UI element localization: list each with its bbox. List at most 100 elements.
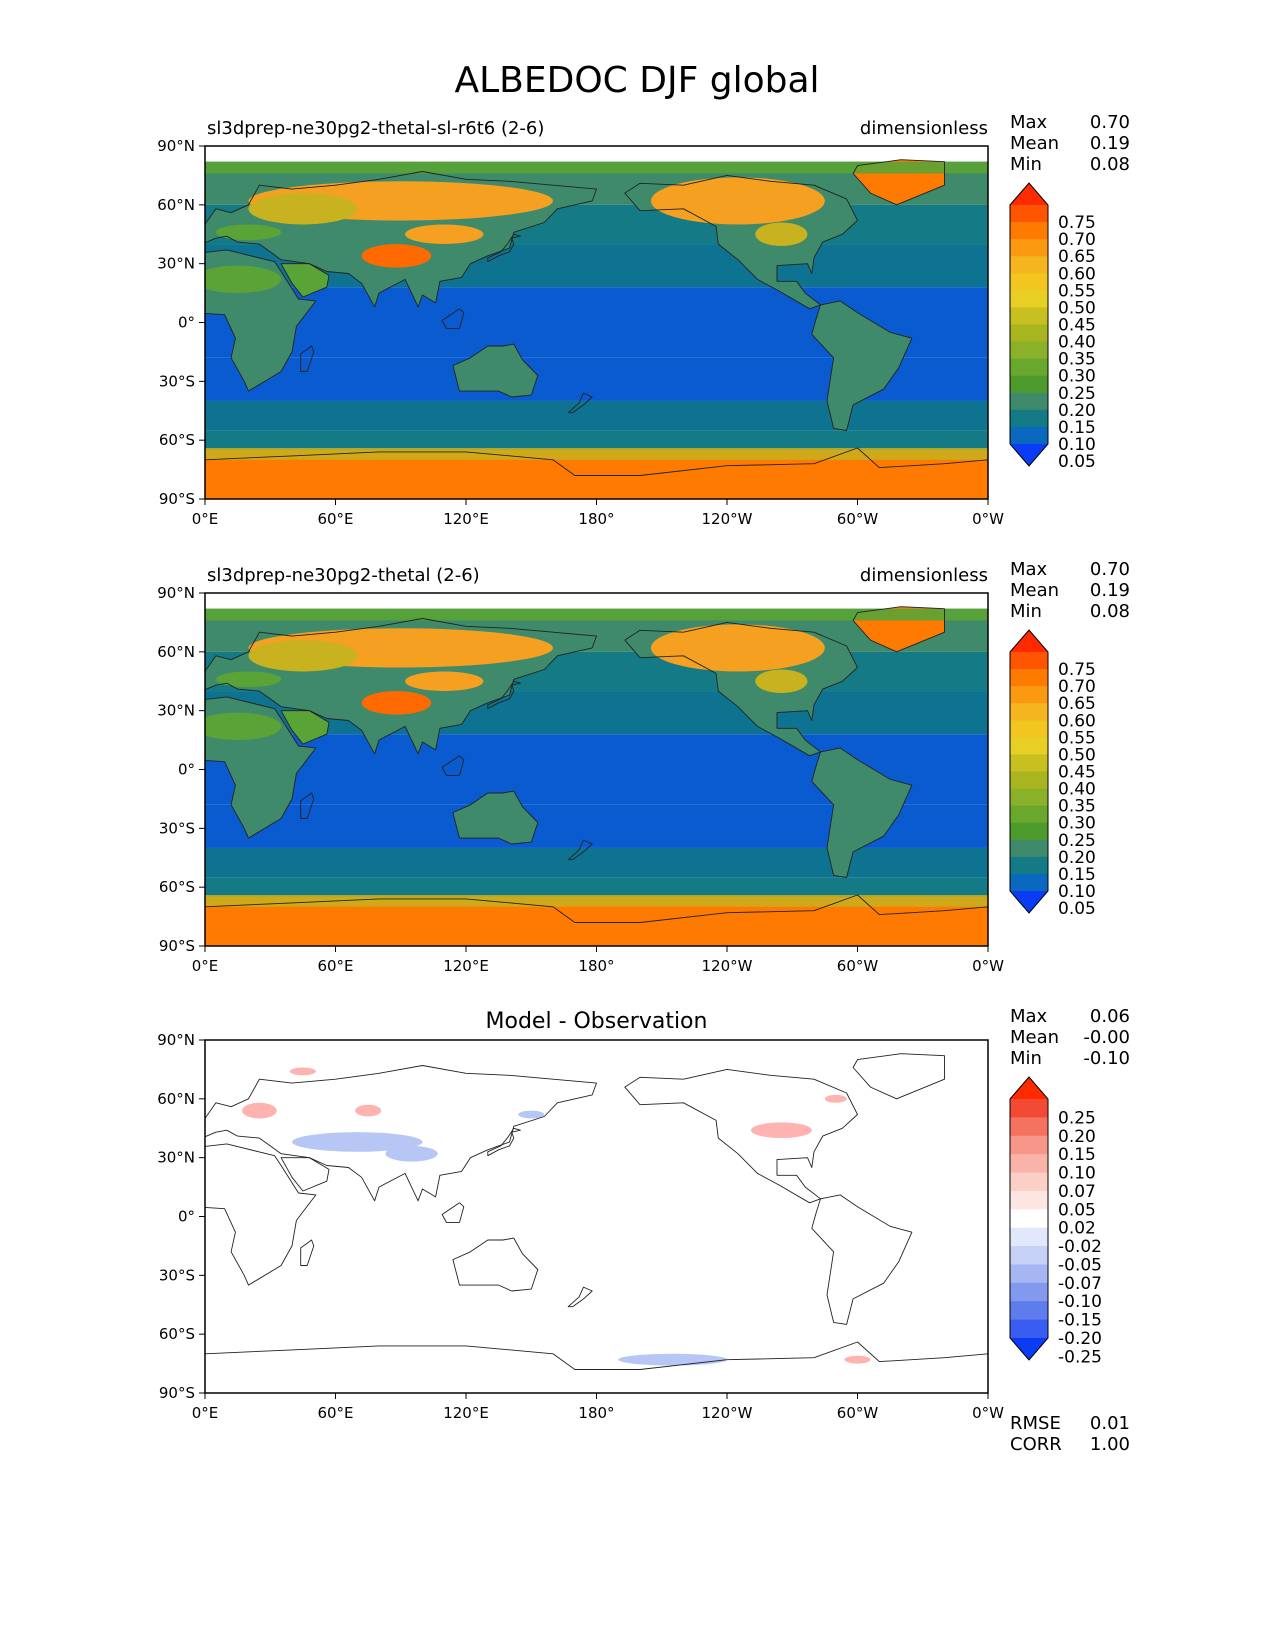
y-tick-label: 90°N — [157, 1031, 195, 1049]
plateau-tibet — [361, 244, 432, 268]
colorbar-outline — [1009, 629, 1049, 914]
footer-stat-value: 0.01 — [1090, 1413, 1130, 1434]
y-tick-label: 90°S — [159, 1384, 195, 1402]
stat-value: 0.06 — [1090, 1006, 1130, 1027]
coastline-arabia — [280, 710, 330, 745]
colorbar-level-label: 0.20 — [1058, 1127, 1096, 1147]
land-south-america — [811, 747, 912, 878]
colorbar-outline — [1009, 182, 1049, 467]
difference-patch — [289, 1067, 316, 1076]
coastline-greenland — [852, 159, 945, 206]
difference-patch — [385, 1145, 438, 1162]
colorbar-level-label: 0.35 — [1058, 797, 1096, 817]
land-antarctica — [205, 895, 988, 946]
stat-label: Mean — [1010, 1027, 1059, 1048]
footer-stat-value: 1.00 — [1090, 1434, 1130, 1455]
coastline-madagascar — [300, 345, 315, 372]
stat-label: Max — [1010, 112, 1048, 133]
colorbar-level-label: 0.75 — [1058, 660, 1096, 680]
panel-right-title: dimensionless — [860, 565, 988, 586]
x-tick-label: 0°W — [972, 957, 1004, 975]
land-plains — [755, 669, 808, 694]
colorbar-segment — [1010, 669, 1048, 687]
stat-label: Min — [1010, 154, 1042, 175]
colorbar-segment — [1010, 737, 1048, 755]
land-sahara — [205, 265, 282, 294]
stat-label: Min — [1010, 1048, 1042, 1069]
difference-patch — [355, 1104, 382, 1117]
coastline-n-america — [624, 1068, 858, 1204]
x-tick-label: 180° — [578, 510, 614, 528]
colorbar-segment — [1010, 375, 1048, 394]
coastline-australia — [452, 1237, 539, 1292]
y-tick-label: 0° — [178, 1208, 195, 1226]
difference-patch — [824, 1094, 847, 1103]
colorbar-segment — [1010, 205, 1048, 223]
colorbar-level-label: 0.50 — [1058, 298, 1096, 318]
x-tick-label: 0°E — [192, 957, 219, 975]
colorbar-level-label: 0.15 — [1058, 865, 1096, 885]
colorbar-segment — [1010, 1264, 1048, 1284]
colorbar-level-label: 0.10 — [1058, 882, 1096, 902]
colorbar-top-extend — [1010, 183, 1048, 205]
land-antarctica — [205, 448, 988, 499]
colorbar-segment — [1010, 788, 1048, 807]
colorbar-level-label: 0.35 — [1058, 350, 1096, 370]
colorbar-level-label: 0.15 — [1058, 418, 1096, 438]
colorbar-level-label: 0.10 — [1058, 1164, 1096, 1184]
snow-canada — [650, 177, 825, 225]
colorbar-level-label: 0.55 — [1058, 728, 1096, 748]
stat-value: 0.19 — [1090, 133, 1130, 154]
y-tick-label: 60°N — [157, 1090, 195, 1108]
colorbar-level-label: 0.45 — [1058, 763, 1096, 783]
difference-patch — [750, 1122, 812, 1139]
colorbar-segment — [1010, 754, 1048, 772]
stat-value: -0.10 — [1083, 1048, 1130, 1069]
y-tick-label: 30°N — [157, 1149, 195, 1167]
colorbar-segment — [1010, 307, 1048, 325]
coastline-africa — [205, 696, 317, 839]
coastline-n-america — [624, 174, 858, 310]
y-tick-label: 60°S — [159, 878, 195, 896]
colorbar-bottom-extend — [1010, 444, 1048, 466]
colorbar-level-label: 0.70 — [1058, 230, 1096, 250]
colorbar-level-label: 0.20 — [1058, 848, 1096, 868]
colorbar-segment — [1010, 771, 1048, 790]
panel-left-title: sl3dprep-ne30pg2-thetal-sl-r6t6 (2-6) — [207, 118, 544, 139]
stat-value: 0.08 — [1090, 601, 1130, 622]
colorbar-level-label: 0.05 — [1058, 1200, 1096, 1220]
coastline-new-zealand — [567, 1286, 593, 1308]
colorbar-segment — [1010, 239, 1048, 257]
panel-3: 0°E 60°E 120°E 180° 120°W 60°W 0°W 90°N 60°N 30°N… — [157, 1006, 1130, 1455]
colorbar-segment — [1010, 392, 1048, 411]
colorbar-segment — [1010, 856, 1048, 875]
land-sahara — [205, 712, 282, 741]
plot-area — [205, 1040, 988, 1393]
colorbar-bottom-extend — [1010, 1338, 1048, 1360]
colorbar-segment — [1010, 1172, 1048, 1192]
coastline-japan — [487, 680, 521, 710]
coastline-antarctica — [205, 447, 988, 499]
colorbar-outline — [1009, 1076, 1049, 1361]
colorbar-level-label: -0.15 — [1058, 1311, 1102, 1331]
x-tick-label: 120°W — [702, 510, 753, 528]
x-tick-label: 60°E — [317, 1404, 353, 1422]
colorbar-level-label: 0.45 — [1058, 316, 1096, 336]
colorbar-level-label: -0.07 — [1058, 1274, 1102, 1294]
panel-right-title: dimensionless — [860, 118, 988, 139]
colorbar-segment — [1010, 1282, 1048, 1302]
stat-value: 0.19 — [1090, 580, 1130, 601]
colorbar-segment — [1010, 805, 1048, 824]
land-europe — [215, 671, 282, 688]
colorbar: 0.250.200.150.100.070.050.02-0.02-0.05-0… — [1009, 1076, 1102, 1367]
colorbar-level-label: 0.05 — [1058, 899, 1096, 919]
y-tick-label: 90°S — [159, 490, 195, 508]
lat-band — [205, 847, 988, 878]
x-tick-label: 60°E — [317, 510, 353, 528]
y-tick-label: 30°N — [157, 702, 195, 720]
coastline-borneo — [441, 1202, 465, 1223]
colorbar-segment — [1010, 1190, 1048, 1210]
land-plains — [755, 222, 808, 247]
colorbar-level-label: 0.50 — [1058, 745, 1096, 765]
coastline-borneo — [441, 308, 465, 329]
